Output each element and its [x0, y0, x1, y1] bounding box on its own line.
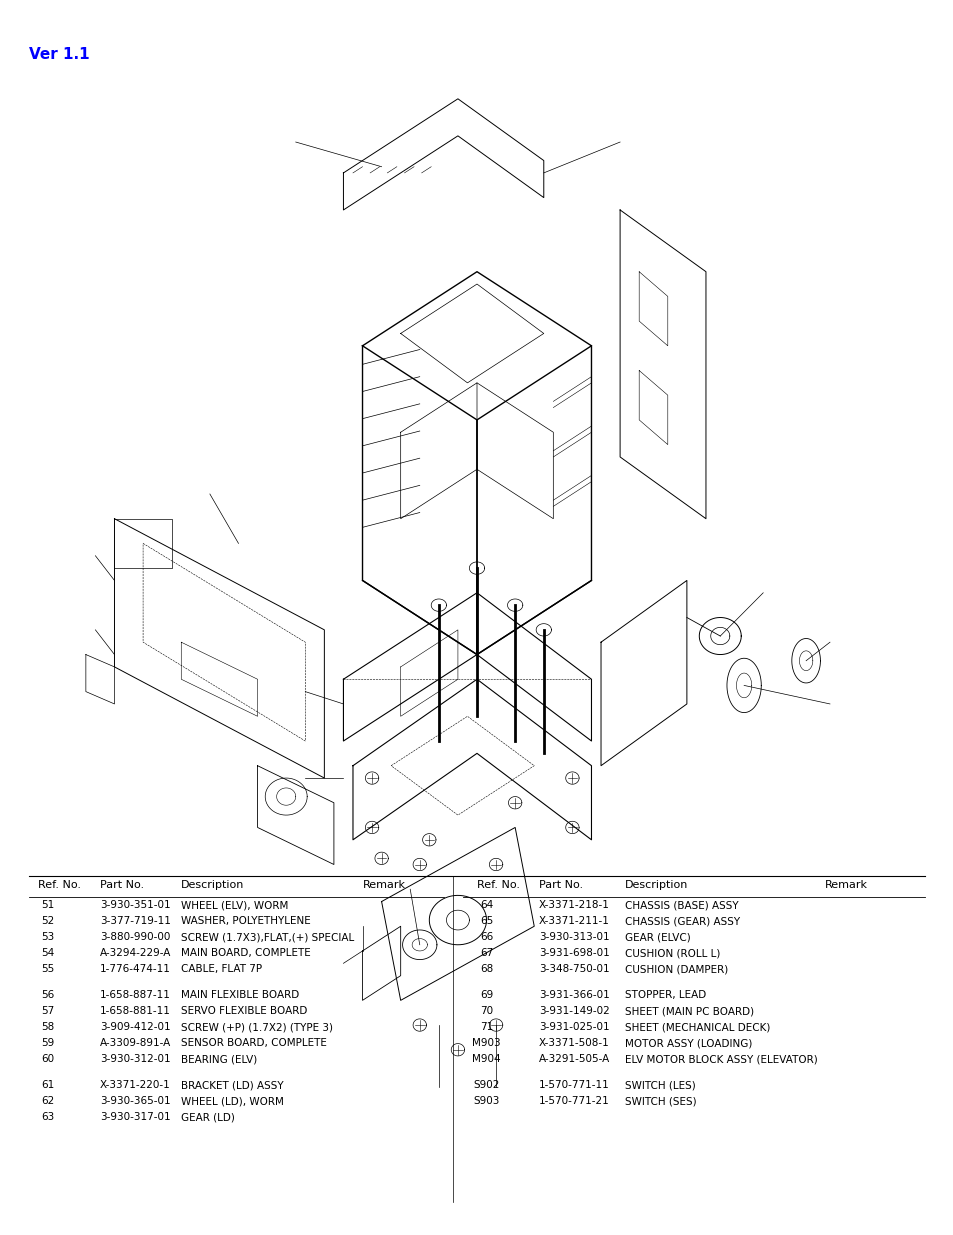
Text: 69: 69 [479, 990, 493, 1000]
Text: S903: S903 [473, 1095, 499, 1107]
Text: 51: 51 [41, 900, 54, 910]
Text: 64: 64 [479, 900, 493, 910]
Text: M903: M903 [472, 1037, 500, 1049]
Text: 59: 59 [41, 1037, 54, 1049]
Text: CHASSIS (BASE) ASSY: CHASSIS (BASE) ASSY [624, 900, 738, 910]
Text: SENSOR BOARD, COMPLETE: SENSOR BOARD, COMPLETE [181, 1037, 327, 1049]
Text: MOTOR ASSY (LOADING): MOTOR ASSY (LOADING) [624, 1037, 752, 1049]
Text: X-3371-508-1: X-3371-508-1 [538, 1037, 609, 1049]
Text: SCREW (+P) (1.7X2) (TYPE 3): SCREW (+P) (1.7X2) (TYPE 3) [181, 1023, 333, 1032]
Text: Ver 1.1: Ver 1.1 [29, 47, 90, 62]
Text: GEAR (LD): GEAR (LD) [181, 1112, 234, 1123]
Text: 3-931-366-01: 3-931-366-01 [538, 990, 609, 1000]
Text: 55: 55 [41, 965, 54, 974]
Text: SWITCH (LES): SWITCH (LES) [624, 1079, 695, 1091]
Text: 70: 70 [479, 1007, 493, 1016]
Text: 3-930-312-01: 3-930-312-01 [100, 1053, 171, 1065]
Text: 3-931-149-02: 3-931-149-02 [538, 1007, 609, 1016]
Text: MAIN FLEXIBLE BOARD: MAIN FLEXIBLE BOARD [181, 990, 299, 1000]
Text: SWITCH (SES): SWITCH (SES) [624, 1095, 696, 1107]
Text: SHEET (MAIN PC BOARD): SHEET (MAIN PC BOARD) [624, 1007, 753, 1016]
Text: CUSHION (DAMPER): CUSHION (DAMPER) [624, 965, 727, 974]
Text: 3-909-412-01: 3-909-412-01 [100, 1023, 171, 1032]
Text: Part No.: Part No. [538, 881, 582, 890]
Text: 1-776-474-11: 1-776-474-11 [100, 965, 171, 974]
Text: X-3371-218-1: X-3371-218-1 [538, 900, 609, 910]
Text: SERVO FLEXIBLE BOARD: SERVO FLEXIBLE BOARD [181, 1007, 307, 1016]
Text: 3-930-365-01: 3-930-365-01 [100, 1095, 171, 1107]
Text: Description: Description [624, 881, 687, 890]
Text: SHEET (MECHANICAL DECK): SHEET (MECHANICAL DECK) [624, 1023, 769, 1032]
Text: A-3309-891-A: A-3309-891-A [100, 1037, 172, 1049]
Text: 67: 67 [479, 948, 493, 958]
Text: MAIN BOARD, COMPLETE: MAIN BOARD, COMPLETE [181, 948, 311, 958]
Text: BRACKET (LD) ASSY: BRACKET (LD) ASSY [181, 1079, 284, 1091]
Text: 1-570-771-21: 1-570-771-21 [538, 1095, 609, 1107]
Text: 63: 63 [41, 1112, 54, 1123]
Text: 58: 58 [41, 1023, 54, 1032]
Text: 3-930-351-01: 3-930-351-01 [100, 900, 171, 910]
Text: 62: 62 [41, 1095, 54, 1107]
Text: 54: 54 [41, 948, 54, 958]
Text: Part No.: Part No. [100, 881, 144, 890]
Text: Remark: Remark [824, 881, 867, 890]
Text: WHEEL (LD), WORM: WHEEL (LD), WORM [181, 1095, 284, 1107]
Text: A-3291-505-A: A-3291-505-A [538, 1053, 610, 1065]
Text: X-3371-211-1: X-3371-211-1 [538, 916, 609, 926]
Text: ELV MOTOR BLOCK ASSY (ELEVATOR): ELV MOTOR BLOCK ASSY (ELEVATOR) [624, 1053, 817, 1065]
Text: 3-930-317-01: 3-930-317-01 [100, 1112, 171, 1123]
Text: 56: 56 [41, 990, 54, 1000]
Text: 60: 60 [41, 1053, 54, 1065]
Text: Remark: Remark [362, 881, 405, 890]
Text: Ref. No.: Ref. No. [476, 881, 519, 890]
Text: 1-658-887-11: 1-658-887-11 [100, 990, 171, 1000]
Text: 3-930-313-01: 3-930-313-01 [538, 932, 609, 942]
Text: Description: Description [181, 881, 244, 890]
Text: 52: 52 [41, 916, 54, 926]
Text: 68: 68 [479, 965, 493, 974]
Text: 53: 53 [41, 932, 54, 942]
Text: 3-880-990-00: 3-880-990-00 [100, 932, 171, 942]
Text: GEAR (ELVC): GEAR (ELVC) [624, 932, 690, 942]
Text: BEARING (ELV): BEARING (ELV) [181, 1053, 257, 1065]
Text: CHASSIS (GEAR) ASSY: CHASSIS (GEAR) ASSY [624, 916, 740, 926]
Text: S902: S902 [473, 1079, 499, 1091]
Text: 3-931-698-01: 3-931-698-01 [538, 948, 609, 958]
Text: STOPPER, LEAD: STOPPER, LEAD [624, 990, 705, 1000]
Text: 1-658-881-11: 1-658-881-11 [100, 1007, 171, 1016]
Text: A-3294-229-A: A-3294-229-A [100, 948, 172, 958]
Text: 71: 71 [479, 1023, 493, 1032]
Text: M904: M904 [472, 1053, 500, 1065]
Text: WASHER, POLYETHYLENE: WASHER, POLYETHYLENE [181, 916, 311, 926]
Text: 65: 65 [479, 916, 493, 926]
Text: WHEEL (ELV), WORM: WHEEL (ELV), WORM [181, 900, 289, 910]
Text: Ref. No.: Ref. No. [38, 881, 81, 890]
Text: 57: 57 [41, 1007, 54, 1016]
Text: 3-377-719-11: 3-377-719-11 [100, 916, 171, 926]
Text: 61: 61 [41, 1079, 54, 1091]
Text: 66: 66 [479, 932, 493, 942]
Text: 3-931-025-01: 3-931-025-01 [538, 1023, 609, 1032]
Text: CUSHION (ROLL L): CUSHION (ROLL L) [624, 948, 720, 958]
Text: SCREW (1.7X3),FLAT,(+) SPECIAL: SCREW (1.7X3),FLAT,(+) SPECIAL [181, 932, 355, 942]
Text: X-3371-220-1: X-3371-220-1 [100, 1079, 171, 1091]
Text: 3-348-750-01: 3-348-750-01 [538, 965, 609, 974]
Text: 1-570-771-11: 1-570-771-11 [538, 1079, 609, 1091]
Text: CABLE, FLAT 7P: CABLE, FLAT 7P [181, 965, 262, 974]
